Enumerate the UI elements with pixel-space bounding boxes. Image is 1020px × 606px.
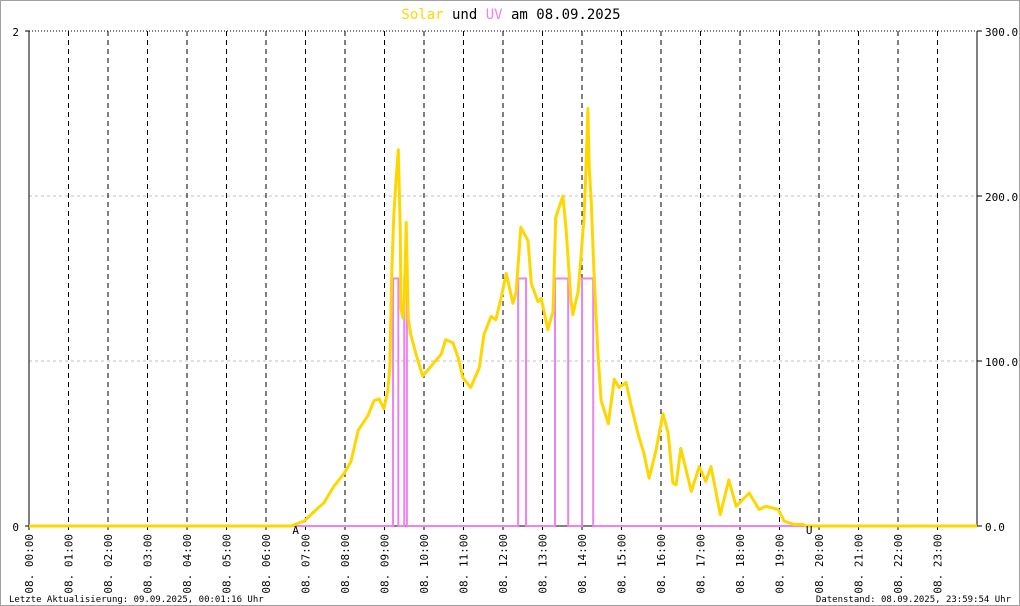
marker-u: U	[806, 524, 813, 537]
x-tick-label: 08. 19:00	[774, 534, 787, 594]
x-tick-label: 08. 09:00	[379, 534, 392, 594]
x-tick-label: 08. 17:00	[695, 534, 708, 594]
x-tick-label: 08. 13:00	[537, 534, 550, 594]
x-tick-label: 08. 06:00	[260, 534, 273, 594]
solar-line	[29, 107, 977, 528]
axes: 08. 00:00 08. 01:00 08. 02:00 08. 03:00 08. …	[12, 26, 1018, 594]
marker-a: A	[292, 524, 299, 537]
right-tick-label: 100.0	[985, 356, 1018, 369]
title-solar: Solar	[401, 7, 443, 23]
chart-title: Solar und UV am 08.09.2025	[401, 7, 620, 23]
left-tick-label: 0	[12, 521, 19, 534]
x-tick-label: 08. 02:00	[102, 534, 115, 594]
x-tick-label: 08. 10:00	[418, 534, 431, 594]
x-tick-label: 08. 23:00	[932, 534, 945, 594]
x-tick-label: 08. 16:00	[655, 534, 668, 594]
x-tick-label: 08. 03:00	[142, 534, 155, 594]
title-uv: UV	[486, 7, 503, 23]
x-tick-label: 08. 12:00	[497, 534, 510, 594]
x-tick-label: 08. 00:00	[23, 534, 36, 594]
x-tick-label: 08. 14:00	[576, 534, 589, 594]
footer-last-update: Letzte Aktualisierung: 09.09.2025, 00:01…	[9, 595, 264, 605]
x-tick-label: 08. 05:00	[221, 534, 234, 594]
x-tick-label: 08. 04:00	[181, 534, 194, 594]
x-tick-label: 08. 11:00	[458, 534, 471, 594]
right-tick-label: 0.0	[985, 521, 1005, 534]
x-tick-label: 08. 08:00	[339, 534, 352, 594]
right-tick-label: 200.0	[985, 191, 1018, 204]
x-tick-label: 08. 21:00	[853, 534, 866, 594]
title-date: am 08.09.2025	[503, 7, 621, 23]
uv-line	[29, 277, 977, 527]
x-tick-label: 08. 15:00	[616, 534, 629, 594]
title-und: und	[444, 7, 486, 23]
left-tick-label: 2	[12, 26, 19, 39]
right-tick-label: 300.0	[985, 26, 1018, 39]
x-tick-label: 08. 20:00	[813, 534, 826, 594]
x-tick-label: 08. 07:00	[300, 534, 313, 594]
footer-data-status: Datenstand: 08.09.2025, 23:59:54 Uhr	[816, 595, 1012, 605]
grid	[29, 30, 977, 526]
x-tick-label: 08. 01:00	[63, 534, 76, 594]
x-tick-label: 08. 22:00	[892, 534, 905, 594]
x-tick-label: 08. 18:00	[734, 534, 747, 594]
